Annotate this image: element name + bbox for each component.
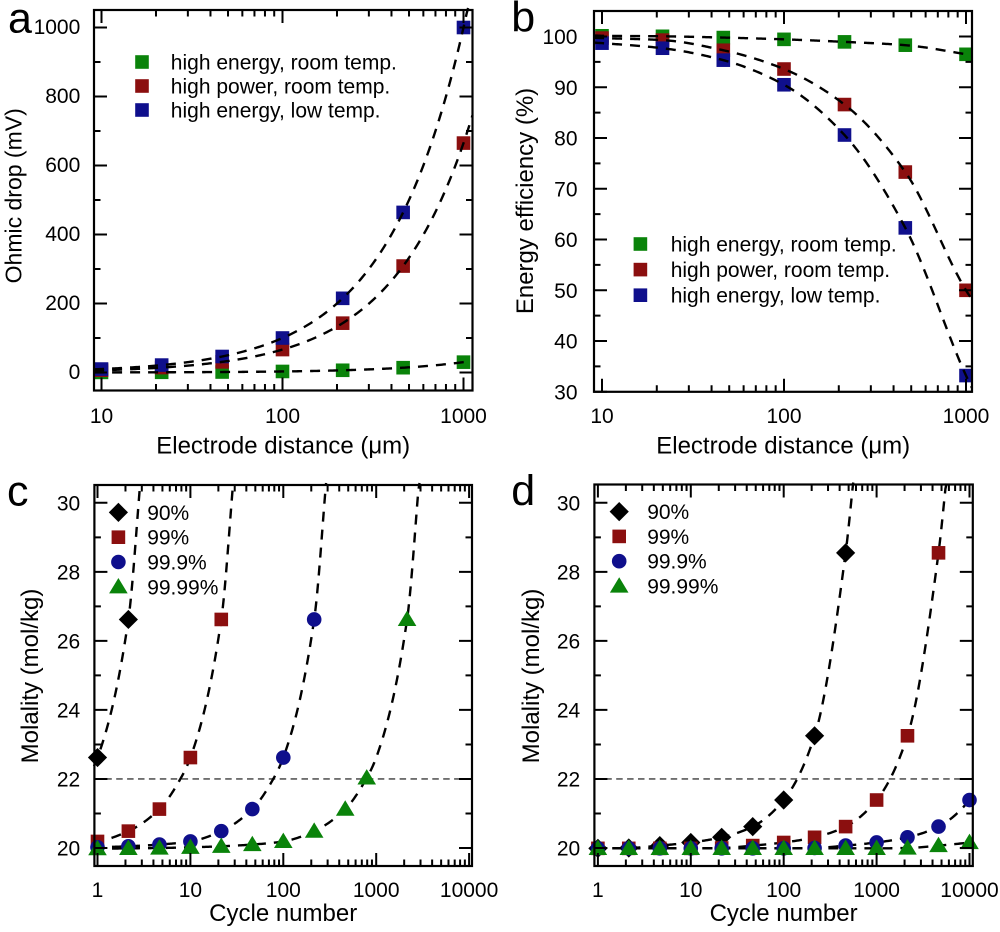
svg-text:Cycle number: Cycle number	[209, 900, 357, 927]
svg-text:high energy, room temp.: high energy, room temp.	[671, 234, 897, 257]
svg-text:100: 100	[766, 405, 801, 428]
svg-text:b: b	[511, 0, 535, 42]
svg-text:1: 1	[92, 879, 104, 902]
svg-text:1000: 1000	[943, 405, 990, 428]
svg-text:22: 22	[57, 768, 80, 791]
svg-text:30: 30	[57, 492, 80, 515]
svg-text:a: a	[8, 0, 32, 43]
svg-text:22: 22	[557, 768, 580, 791]
svg-text:99.99%: 99.99%	[647, 576, 718, 599]
svg-text:10: 10	[590, 405, 613, 428]
svg-text:Electrode distance (μm): Electrode distance (μm)	[656, 432, 910, 459]
svg-text:high energy, room temp.: high energy, room temp.	[171, 52, 397, 75]
svg-text:1000: 1000	[853, 879, 900, 902]
svg-text:30: 30	[554, 381, 577, 404]
svg-text:400: 400	[45, 223, 80, 246]
svg-text:Cycle number: Cycle number	[710, 900, 858, 927]
svg-text:26: 26	[57, 630, 80, 653]
svg-text:1000: 1000	[440, 405, 487, 428]
svg-text:100: 100	[766, 879, 801, 902]
svg-text:28: 28	[57, 561, 80, 584]
svg-text:0: 0	[69, 361, 81, 384]
svg-text:30: 30	[557, 492, 580, 515]
svg-text:high energy, low temp.: high energy, low temp.	[171, 100, 381, 123]
svg-text:10: 10	[179, 879, 202, 902]
svg-text:70: 70	[554, 178, 577, 201]
svg-text:Electrode distance (μm): Electrode distance (μm)	[156, 432, 410, 459]
svg-text:100: 100	[266, 879, 301, 902]
svg-text:Molality (mol/kg): Molality (mol/kg)	[518, 589, 545, 764]
svg-text:40: 40	[554, 331, 577, 354]
svg-text:high power, room temp.: high power, room temp.	[671, 259, 890, 282]
svg-text:100: 100	[265, 405, 300, 428]
svg-text:600: 600	[45, 154, 80, 177]
svg-text:99.9%: 99.9%	[147, 552, 207, 575]
svg-text:200: 200	[45, 292, 80, 315]
svg-text:1000: 1000	[34, 16, 81, 39]
svg-text:100: 100	[542, 26, 577, 49]
svg-text:99%: 99%	[147, 527, 189, 550]
svg-text:26: 26	[557, 630, 580, 653]
svg-text:60: 60	[554, 229, 577, 252]
svg-text:80: 80	[554, 128, 577, 151]
svg-text:20: 20	[557, 838, 580, 861]
svg-text:Ohmic drop (mV): Ohmic drop (mV)	[1, 108, 27, 283]
svg-text:10: 10	[90, 405, 113, 428]
svg-text:90%: 90%	[147, 502, 189, 525]
svg-text:99.9%: 99.9%	[647, 551, 707, 574]
svg-text:Molality (mol/kg): Molality (mol/kg)	[17, 589, 44, 764]
svg-text:28: 28	[557, 561, 580, 584]
svg-text:99.99%: 99.99%	[147, 576, 218, 599]
svg-text:50: 50	[554, 280, 577, 303]
svg-text:1000: 1000	[353, 879, 400, 902]
svg-text:10000: 10000	[940, 879, 998, 902]
svg-text:high power, room temp.: high power, room temp.	[171, 76, 390, 99]
svg-text:24: 24	[57, 699, 81, 722]
svg-text:90%: 90%	[647, 501, 689, 524]
svg-text:90: 90	[554, 77, 577, 100]
svg-text:10000: 10000	[440, 879, 498, 902]
svg-text:1: 1	[592, 879, 604, 902]
svg-text:24: 24	[557, 699, 581, 722]
svg-text:20: 20	[57, 838, 80, 861]
svg-text:high energy, low temp.: high energy, low temp.	[671, 285, 881, 308]
svg-text:Energy efficiency (%): Energy efficiency (%)	[512, 88, 539, 314]
svg-text:10: 10	[679, 879, 702, 902]
svg-text:d: d	[511, 467, 535, 515]
svg-text:c: c	[7, 468, 29, 516]
svg-text:800: 800	[45, 85, 80, 108]
svg-text:99%: 99%	[647, 526, 689, 549]
